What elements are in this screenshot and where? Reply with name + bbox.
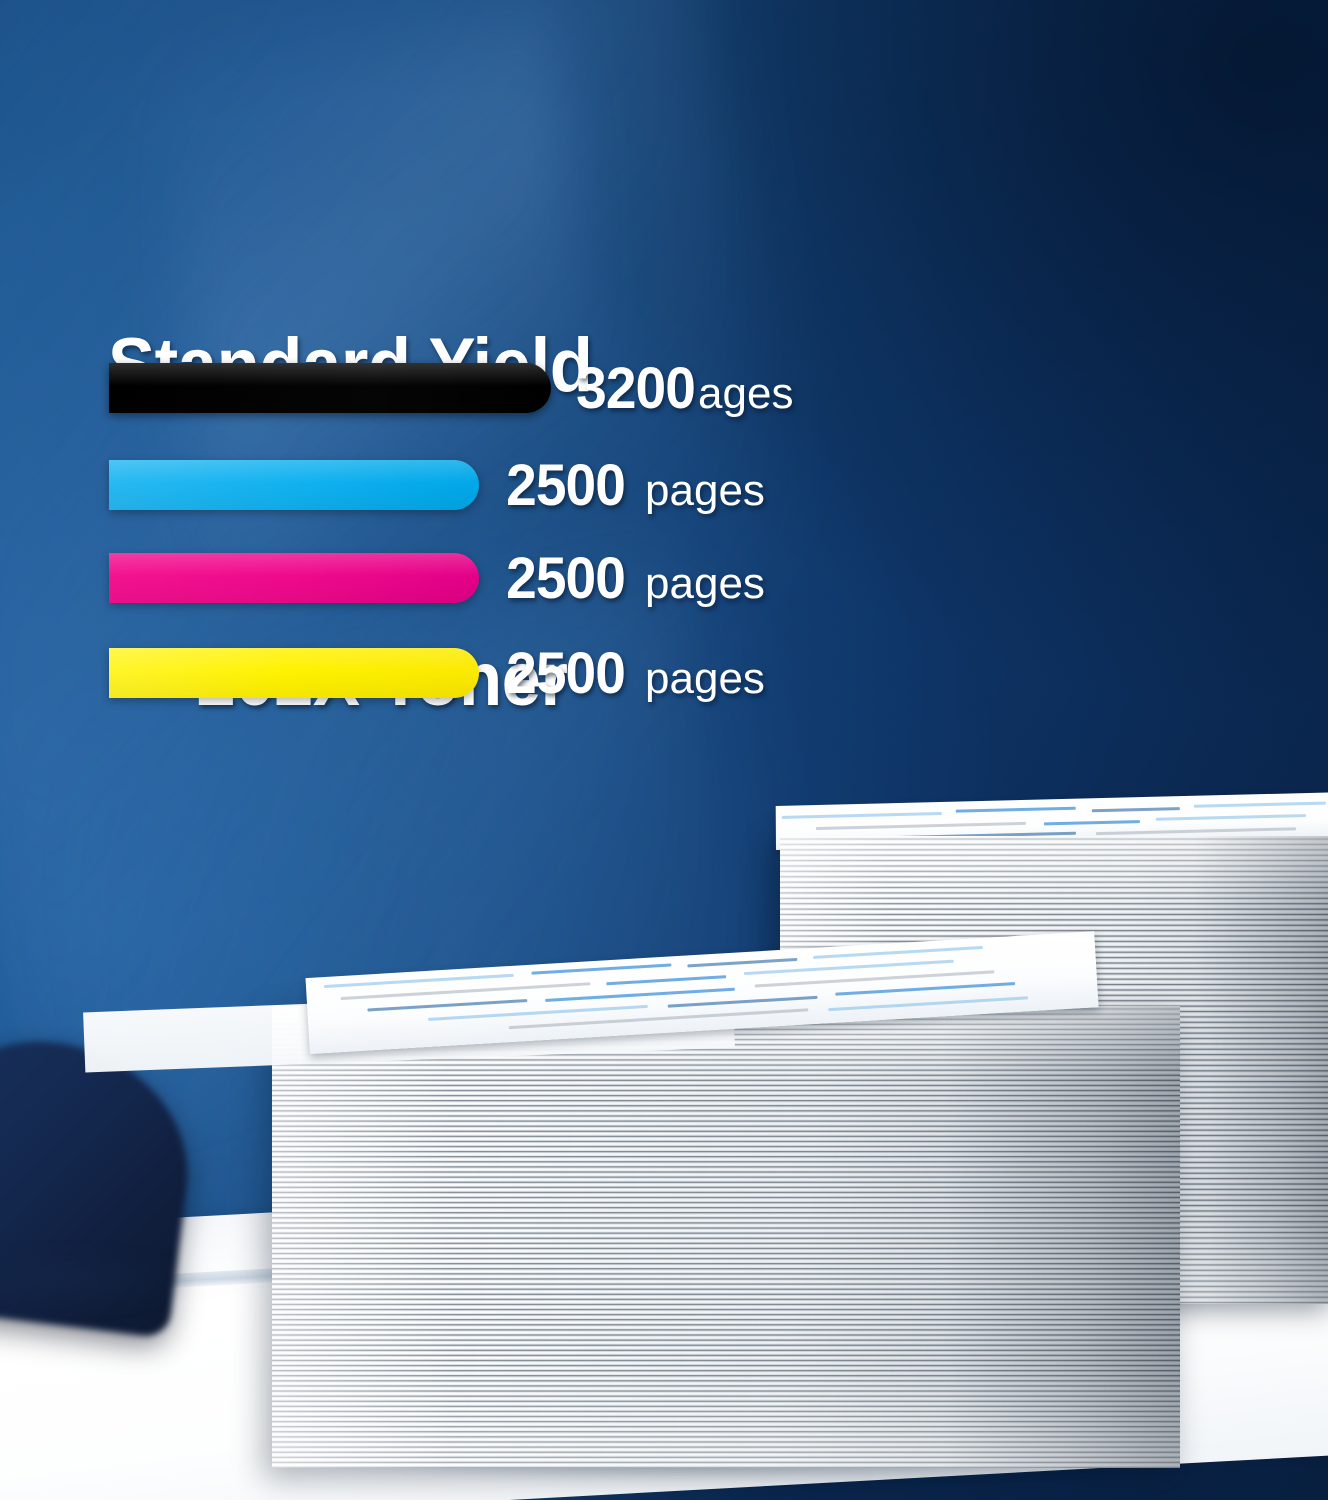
front-stack-gloss <box>272 1006 1180 1468</box>
magenta-toner-bar <box>109 553 479 603</box>
front-stack-right-shadow <box>943 1006 1180 1468</box>
magenta-yield-number: 2500 <box>506 545 626 611</box>
cyan-yield-unit: pages <box>645 465 765 515</box>
yellow-yield-number: 2500 <box>506 640 626 706</box>
yield-row-yellow: 2500 pages <box>109 641 765 706</box>
yellow-yield-label: 2500 pages <box>503 640 765 707</box>
yield-row-cyan: 2500 pages <box>109 453 765 518</box>
front-stack-left-highlight <box>272 1006 454 1468</box>
magenta-yield-label: 2500 pages <box>503 545 765 612</box>
yield-row-black: 3200 ages <box>109 356 793 421</box>
black-yield-unit: ages <box>698 368 794 418</box>
cyan-toner-bar <box>109 460 479 510</box>
yield-row-magenta: 2500 pages <box>109 546 765 611</box>
yellow-yield-unit: pages <box>645 653 765 703</box>
black-yield-number: 3200 <box>576 355 696 421</box>
magenta-yield-unit: pages <box>645 558 765 608</box>
front-paper-stack <box>272 1006 1180 1468</box>
chair-shadow <box>0 1256 240 1316</box>
cyan-yield-number: 2500 <box>506 452 626 518</box>
black-yield-label: 3200 ages <box>573 355 793 422</box>
yellow-toner-bar <box>109 648 479 698</box>
cyan-yield-label: 2500 pages <box>503 452 765 519</box>
black-toner-bar <box>109 363 551 413</box>
back-stack-right-shadow <box>1194 836 1328 1304</box>
